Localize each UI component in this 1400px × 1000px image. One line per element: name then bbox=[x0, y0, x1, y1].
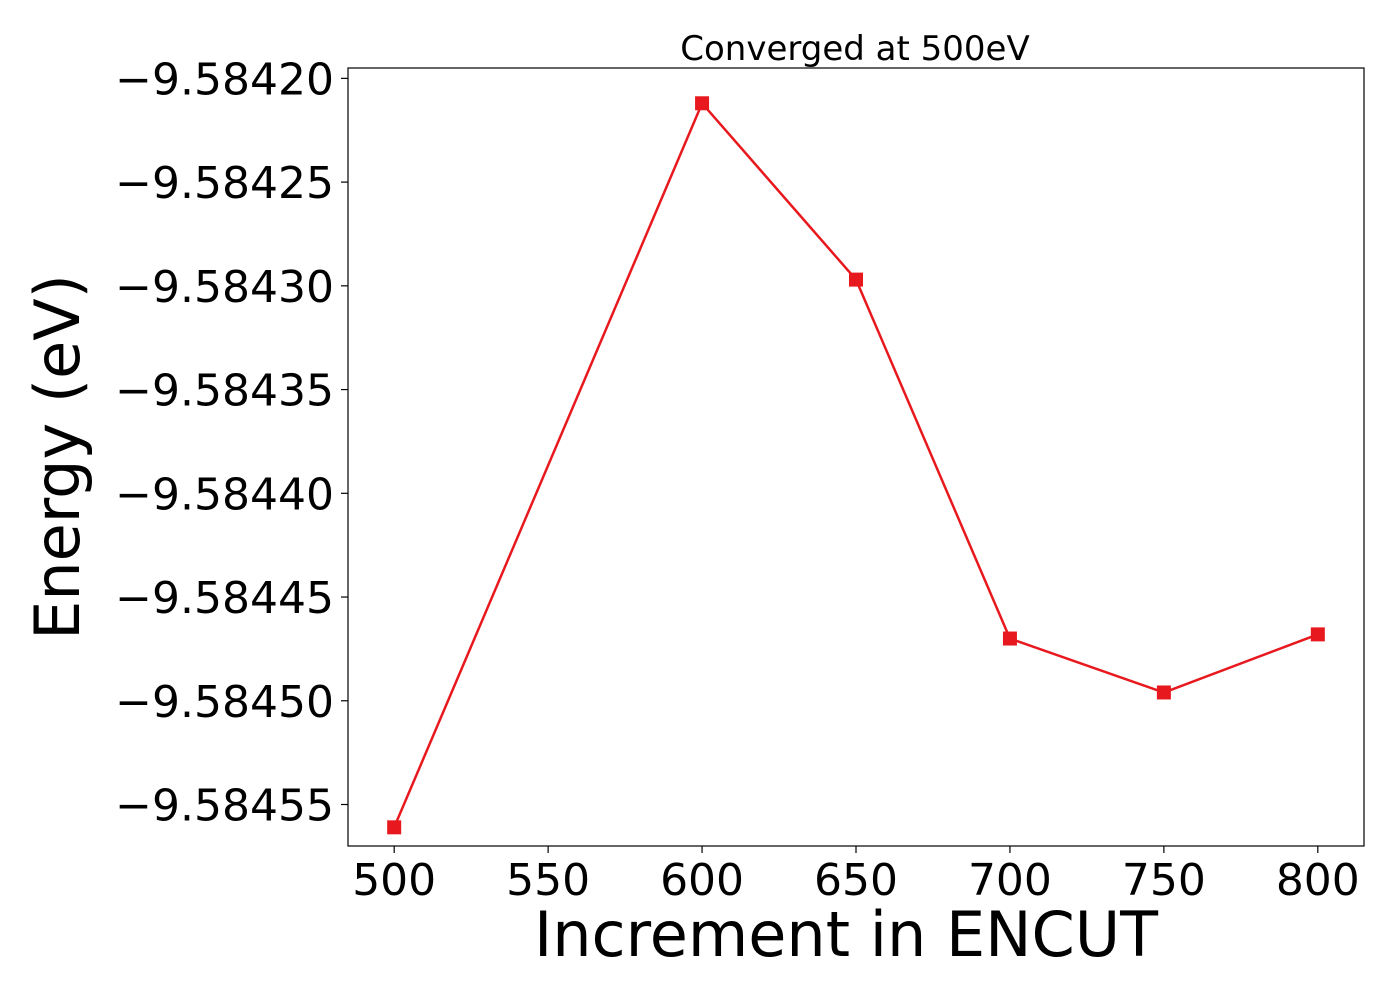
y-tick-label: −9.58430 bbox=[115, 262, 334, 313]
x-tick-label: 550 bbox=[506, 855, 590, 906]
series-line bbox=[393, 100, 1319, 828]
x-tick-label: 700 bbox=[968, 855, 1052, 906]
data-point-marker bbox=[695, 96, 710, 111]
y-tick-label: −9.58445 bbox=[115, 573, 334, 624]
data-point-marker bbox=[1002, 631, 1017, 646]
x-tick-label: 650 bbox=[814, 855, 898, 906]
series-layer bbox=[387, 96, 1325, 835]
y-tick-label: −9.58440 bbox=[115, 469, 334, 520]
data-point-marker bbox=[1310, 627, 1325, 642]
data-point-marker bbox=[387, 820, 402, 835]
x-tick-label: 600 bbox=[660, 855, 744, 906]
data-point-marker bbox=[1156, 685, 1171, 700]
y-axis-title: Energy (eV) bbox=[21, 274, 94, 640]
y-tick-label: −9.58450 bbox=[115, 677, 334, 728]
x-tick-label: 500 bbox=[352, 855, 436, 906]
x-tick-label: 750 bbox=[1122, 855, 1206, 906]
y-tick-label: −9.58455 bbox=[115, 781, 334, 832]
y-axis-ticks: −9.58420 −9.58425 −9.58430 −9.58435 −9.58440… bbox=[115, 54, 348, 832]
chart-title: Converged at 500eV bbox=[680, 29, 1029, 69]
plot-frame bbox=[347, 67, 1365, 847]
x-tick-label: 800 bbox=[1276, 855, 1360, 906]
y-tick-label: −9.58435 bbox=[115, 366, 334, 417]
x-axis-title: Increment in ENCUT bbox=[534, 898, 1159, 971]
data-point-marker bbox=[849, 272, 863, 287]
x-axis-ticks: 500 550 600 650 700 750 800 bbox=[352, 846, 1360, 906]
y-tick-label: −9.58425 bbox=[115, 158, 334, 209]
y-tick-label: −9.58420 bbox=[115, 54, 334, 105]
